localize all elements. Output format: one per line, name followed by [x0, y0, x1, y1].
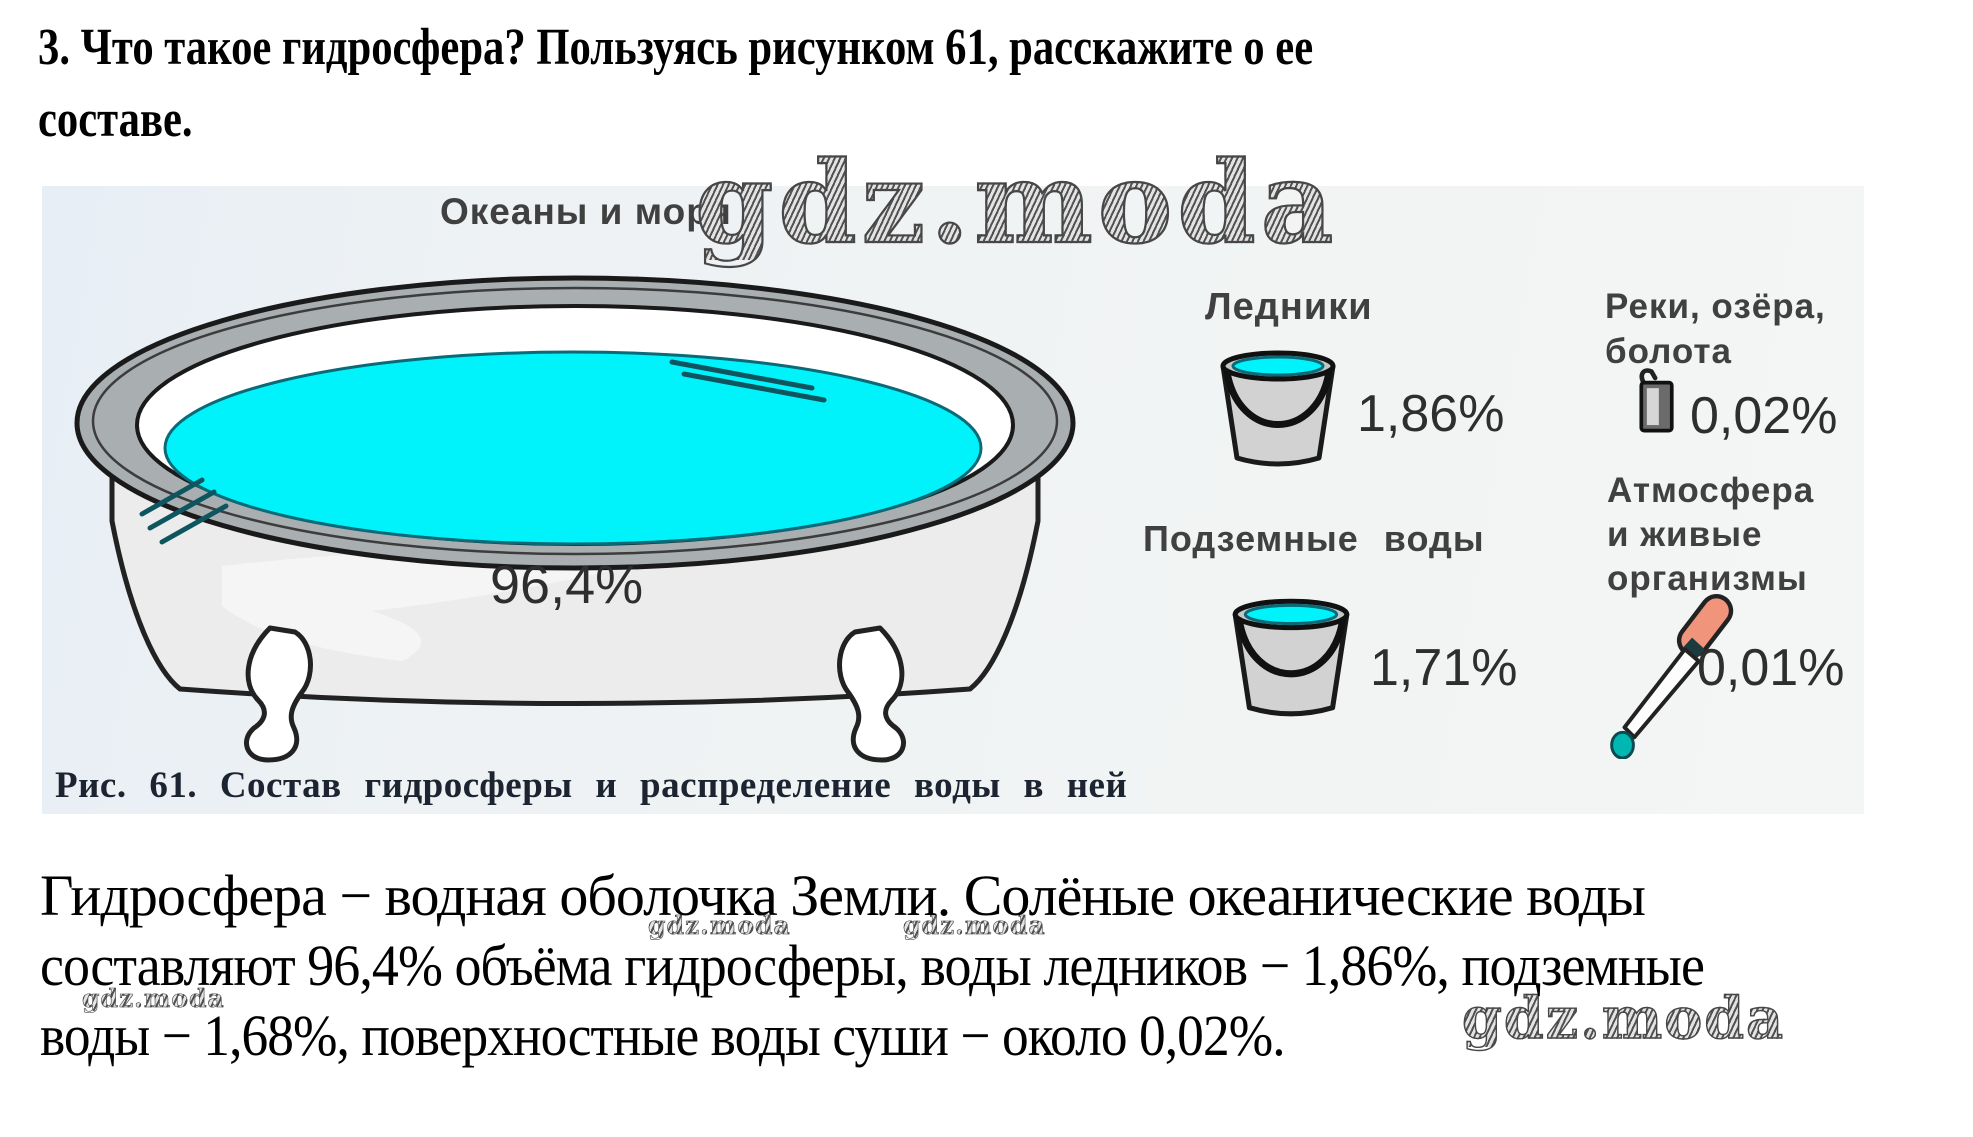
watermark-gdz-moda-medium: gdz.moda	[1461, 985, 1786, 1052]
watermark-gdz-moda-small: gdz.moda	[903, 911, 1046, 940]
bathtub-icon	[74, 275, 1076, 763]
figure-caption: Рис. 61. Состав гидросферы и распределен…	[55, 765, 1128, 806]
label-glaciers: Ледники	[1205, 286, 1373, 328]
answer-line-1: Гидросфера − водная оболочка Земли. Солё…	[40, 863, 1646, 928]
label-oceans-seas: Океаны и моря	[440, 191, 732, 232]
question-title-line-1: 3. Что такое гидросфера? Пользуясь рисун…	[38, 19, 1314, 76]
value-underground-water: 1,71%	[1370, 639, 1518, 697]
figure-61: Океаны и моря 96,4% Ледники 1,86% Реки, …	[42, 186, 1864, 814]
answer-line-2: составляют 96,4% объёма гидросферы, воды…	[40, 933, 1705, 998]
value-atmosphere: 0,01%	[1697, 639, 1845, 697]
value-rivers-lakes: 0,02%	[1690, 387, 1838, 445]
answer-line-3: воды − 1,68%, поверхностные воды суши − …	[40, 1003, 1286, 1068]
bucket-icon	[1232, 598, 1350, 717]
pipette-icon	[1610, 593, 1734, 759]
value-oceans-seas: 96,4%	[490, 555, 644, 615]
watermark-gdz-moda-small: gdz.moda	[82, 984, 225, 1013]
label-underground-water: Подземные воды	[1143, 518, 1485, 559]
question-title-line-2: составе.	[38, 91, 193, 148]
bucket-icon	[1220, 350, 1336, 467]
label-rivers-lakes: Реки, озёра, болота	[1605, 287, 1826, 371]
watermark-gdz-moda-large: gdz.moda	[694, 138, 1339, 269]
watermark-gdz-moda-small: gdz.moda	[648, 911, 791, 940]
label-atmosphere: Атмосфера и живые организмы	[1607, 471, 1815, 598]
value-glaciers: 1,86%	[1357, 385, 1505, 443]
mug-icon	[1639, 368, 1674, 433]
